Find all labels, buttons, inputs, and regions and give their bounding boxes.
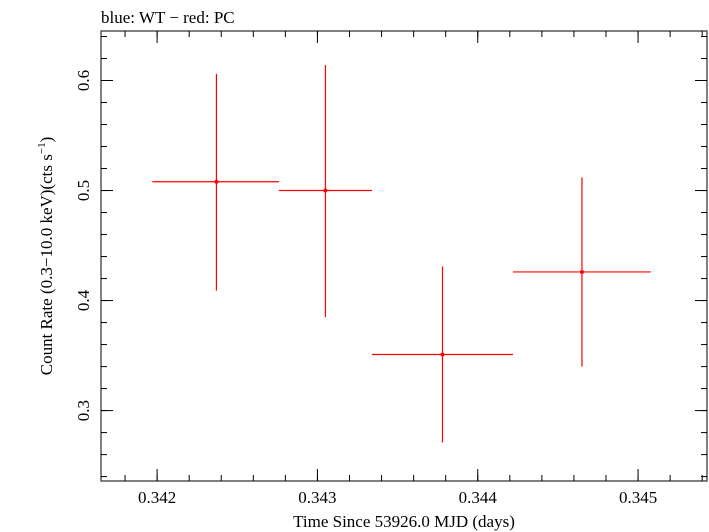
point-marker bbox=[214, 179, 219, 184]
x-axis-label: Time Since 53926.0 MJD (days) bbox=[293, 512, 515, 531]
x-tick-label: 0.344 bbox=[459, 488, 498, 507]
y-axis-label-close: ) bbox=[37, 137, 56, 143]
y-axis-ticks bbox=[101, 36, 707, 478]
data-point bbox=[371, 266, 514, 443]
x-tick-label: 0.343 bbox=[298, 488, 336, 507]
data-point bbox=[278, 65, 372, 318]
y-tick-label: 0.4 bbox=[74, 289, 93, 311]
point-marker bbox=[440, 352, 445, 357]
x-tick-label: 0.342 bbox=[138, 488, 176, 507]
y-tick-label: 0.3 bbox=[74, 400, 93, 421]
point-marker bbox=[323, 188, 328, 193]
x-tick-label: 0.345 bbox=[619, 488, 657, 507]
x-axis-ticks bbox=[124, 31, 703, 481]
plot-frame bbox=[100, 30, 708, 482]
y-tick-label: 0.5 bbox=[74, 180, 93, 201]
point-marker bbox=[579, 269, 584, 274]
data-points bbox=[152, 65, 651, 443]
y-axis-label: Count Rate (0.3−10.0 keV)(cts s−1) bbox=[36, 137, 56, 376]
y-axis-tick-labels: 0.3 0.4 0.5 0.6 bbox=[74, 70, 93, 421]
data-point bbox=[513, 177, 651, 367]
y-axis-label-sup: −1 bbox=[36, 142, 48, 154]
x-axis-tick-labels: 0.342 0.343 0.344 0.345 bbox=[138, 488, 657, 507]
y-tick-label: 0.6 bbox=[74, 70, 93, 91]
data-point bbox=[152, 73, 279, 291]
chart-title: blue: WT − red: PC bbox=[101, 8, 235, 27]
y-axis-label-main: Count Rate (0.3−10.0 keV)(cts s bbox=[37, 154, 56, 375]
